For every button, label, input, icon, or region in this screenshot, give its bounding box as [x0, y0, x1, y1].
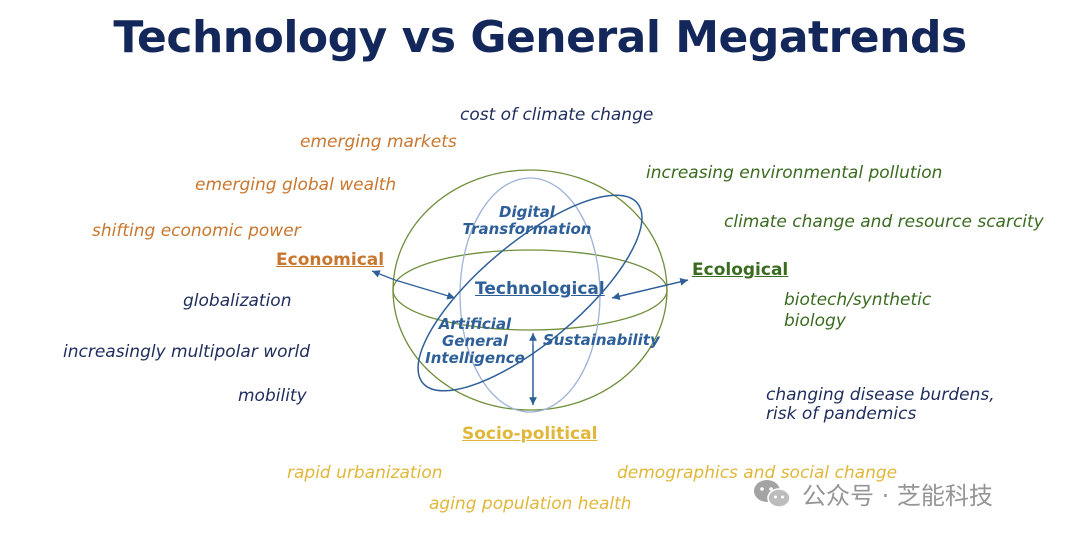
trend-mobility: mobility — [238, 386, 307, 406]
trend-rapid-urbanization: rapid urbanization — [287, 463, 443, 483]
trend-multipolar-world: increasingly multipolar world — [63, 342, 311, 362]
wechat-icon — [754, 479, 791, 508]
economical-arrow-inner — [394, 279, 456, 300]
economical-category: Economical — [276, 250, 385, 270]
page-title: Technology vs General Megatrends — [113, 12, 967, 63]
technological-label: Technological — [475, 279, 605, 299]
trend-emerging-markets: emerging markets — [300, 132, 457, 152]
trend-emerging-global-wealth: emerging global wealth — [195, 175, 397, 195]
trend-cost-of-climate-change: cost of climate change — [460, 105, 654, 125]
trend-biotech: biotech/synthetic biology — [784, 290, 932, 331]
trend-shifting-economic-power: shifting economic power — [92, 221, 301, 241]
tilted-ring — [417, 194, 643, 392]
ecological-category: Ecological — [692, 260, 789, 280]
trend-climate-resource-scarcity: climate change and resource scarcity — [724, 212, 1044, 232]
economical-arrow — [371, 270, 396, 281]
trend-aging-population-health: aging population health — [429, 494, 632, 514]
digital-transformation-label: Digital Transformation — [462, 203, 592, 238]
socio-political-category: Socio-political — [462, 424, 598, 444]
agi-label: Artificial General Intelligence — [425, 315, 525, 367]
trend-demographics-social-change: demographics and social change — [617, 463, 898, 483]
sustainability-label: Sustainability — [543, 331, 660, 349]
trend-globalization: globalization — [183, 291, 292, 311]
trend-disease-burdens: changing disease burdens, risk of pandem… — [766, 385, 995, 424]
watermark-text: 公众号 · 芝能科技 — [802, 482, 993, 510]
watermark: 公众号 · 芝能科技 — [752, 476, 993, 511]
ecological-arrow-inner — [611, 279, 689, 300]
equator-ring — [392, 249, 668, 331]
trend-environmental-pollution: increasing environmental pollution — [646, 163, 943, 183]
